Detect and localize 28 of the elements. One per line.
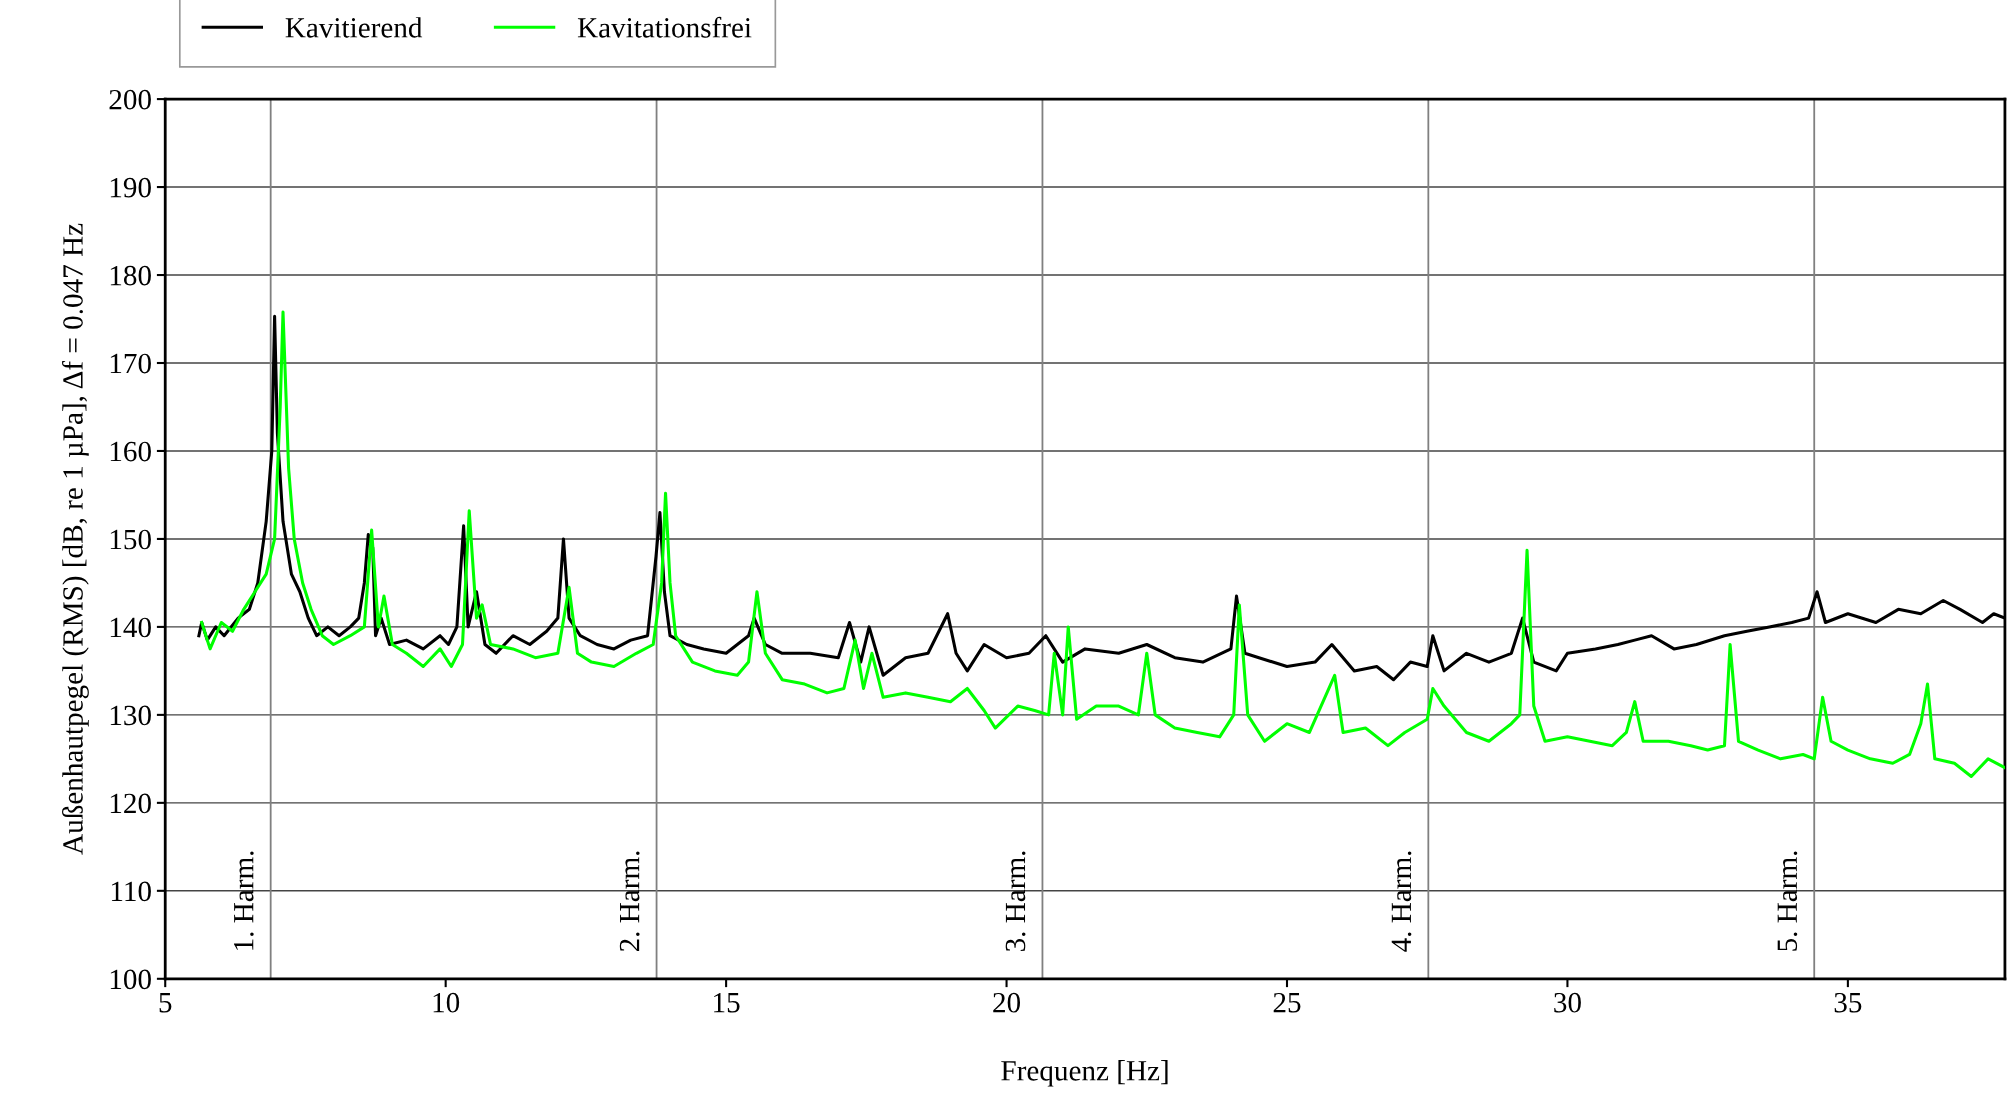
y-tick-label: 100 <box>110 969 151 990</box>
x-tick-label: 25 <box>1273 992 1301 1013</box>
y-tick-label: 180 <box>110 265 151 286</box>
x-tick-label: 30 <box>1554 992 1581 1013</box>
y-tick-label: 160 <box>110 441 151 462</box>
x-tick-label: 10 <box>433 992 460 1013</box>
legend-label: Kavitationsfrei <box>577 16 752 38</box>
ref-line-label: 4. Harm. <box>1391 851 1412 952</box>
y-tick-label: 200 <box>109 89 151 110</box>
x-axis-title: Frequenz [Hz] <box>1001 1060 1168 1087</box>
ref-line-label: 1. Harm. <box>233 851 254 950</box>
legend-label: Kavitierend <box>285 17 423 38</box>
y-tick-label: 190 <box>110 177 151 198</box>
x-tick-label: 20 <box>993 992 1021 1013</box>
x-tick-label: 5 <box>159 993 172 1013</box>
x-tick-label: 15 <box>714 992 740 1013</box>
x-tick-label: 35 <box>1834 992 1862 1013</box>
ref-line-label: 2. Harm. <box>619 851 640 952</box>
y-tick-label: 150 <box>110 529 151 550</box>
line-series <box>200 310 2005 778</box>
y-axis-title: Außenhautpegel (RMS) [dB, re 1 µPa], Δf = 0.047 Hz <box>62 223 89 855</box>
y-tick-label: 110 <box>111 881 151 902</box>
ref-line-label: 3. Harm. <box>1005 851 1026 951</box>
y-tick-label: 130 <box>110 705 151 726</box>
y-tick-label: 170 <box>110 353 151 374</box>
y-tick-label: 140 <box>110 617 151 638</box>
ref-line-label: 5. Harm. <box>1777 851 1798 951</box>
y-tick-label: 120 <box>110 793 151 814</box>
